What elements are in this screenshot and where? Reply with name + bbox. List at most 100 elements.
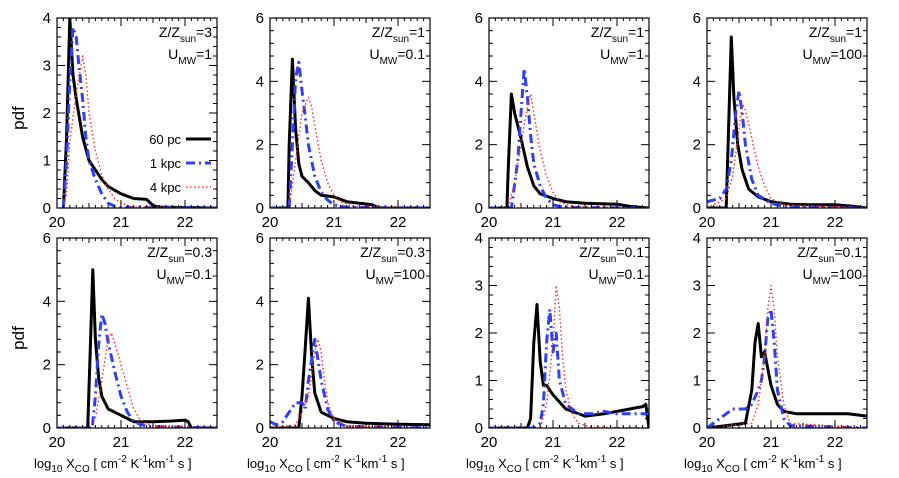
panel-annotation-radiation-part: U — [600, 46, 610, 62]
panel-annotation-metallicity-part: Z/Z — [579, 244, 600, 260]
y-axis-label-bottom: pdf — [9, 326, 28, 350]
panel-annotation-radiation-part: U — [803, 46, 813, 62]
x-tick-label: 21 — [326, 434, 343, 451]
y-tick-label: 0 — [693, 200, 701, 217]
panel-annotation-radiation: UMW=0.1 — [369, 46, 425, 67]
x-tick-label: 21 — [326, 214, 343, 231]
x-tick-label: 22 — [177, 214, 194, 231]
x-axis-label-part: CO — [725, 464, 740, 475]
x-axis-label-part: km — [798, 456, 815, 471]
panel-annotation-radiation-part: U — [803, 266, 813, 282]
y-tick-label: 0 — [475, 420, 483, 437]
y-tick-label: 4 — [693, 230, 701, 247]
legend: 60 pc 1 kpc 4 kpc — [149, 132, 211, 195]
x-tick-label: 20 — [699, 434, 716, 451]
x-tick-label: 20 — [49, 434, 66, 451]
x-axis-label: log10 XCO [ cm-2 K-1km-1 s ] — [34, 454, 192, 475]
x-axis-label-part: [ cm — [303, 456, 331, 471]
legend-label: 1 kpc — [150, 156, 182, 171]
x-axis-label-part: 10 — [51, 464, 63, 475]
panel-annotation-metallicity: Z/Zsun=0.3 — [147, 244, 212, 265]
series-line-4-kpc — [57, 332, 217, 428]
series-line-60-pc — [489, 92, 649, 208]
x-axis-label-part: km — [361, 456, 378, 471]
panel-annotation-metallicity-part: =0.3 — [184, 244, 212, 260]
panel-annotation-radiation-part: U — [366, 266, 376, 282]
x-tick-label: 21 — [763, 214, 780, 231]
y-tick-label: 2 — [693, 325, 701, 342]
x-axis-label: log10 XCO [ cm-2 K-1km-1 s ] — [247, 454, 405, 475]
series-line-60-pc — [707, 322, 867, 428]
series-line-60-pc — [489, 303, 649, 428]
panel-annotation-radiation-part: =1 — [196, 46, 212, 62]
y-tick-label: 4 — [43, 293, 51, 310]
plot-frame — [488, 17, 650, 209]
y-tick-label: 0 — [256, 200, 264, 217]
x-tick-label: 22 — [609, 434, 626, 451]
panel-annotation-radiation-part: =1 — [628, 46, 644, 62]
y-tick-label: 4 — [256, 293, 264, 310]
y-tick-label: 6 — [693, 10, 701, 27]
x-tick-label: 20 — [262, 434, 279, 451]
panel-annotation-metallicity-part: sun — [381, 254, 397, 265]
series-line-1-kpc — [270, 337, 430, 428]
y-tick-label: 2 — [693, 137, 701, 154]
series-line-4-kpc — [489, 93, 649, 208]
panel-annotation-radiation-part: U — [168, 46, 178, 62]
panel-annotation-metallicity-part: Z/Z — [372, 24, 393, 40]
panel-annotation-metallicity: Z/Zsun=1 — [591, 24, 644, 45]
y-tick-label: 4 — [475, 230, 483, 247]
x-tick-label: 22 — [390, 214, 407, 231]
y-tick-label: 6 — [256, 230, 264, 247]
x-axis-label-part: -1 — [139, 454, 148, 465]
y-tick-label: 2 — [475, 137, 483, 154]
panel-annotation-metallicity: Z/Zsun=0.3 — [360, 244, 425, 265]
plot-frame — [269, 17, 431, 209]
series-line-1-kpc — [707, 89, 867, 208]
x-tick-label: 21 — [113, 214, 130, 231]
panel-annotation-metallicity-part: =1 — [628, 24, 644, 40]
x-axis-label-part: km — [148, 456, 165, 471]
panel-annotation-metallicity-part: =3 — [196, 24, 212, 40]
panel-annotation-radiation-part: MW — [813, 56, 831, 67]
series-line-4-kpc — [707, 284, 867, 428]
panel-annotation-metallicity: Z/Zsun=0.1 — [797, 244, 862, 265]
panel-annotation-radiation-part: U — [156, 266, 166, 282]
series-line-1-kpc — [61, 26, 217, 208]
x-axis-label-part: CO — [75, 464, 90, 475]
y-tick-label: 2 — [43, 105, 51, 122]
x-axis-label-part: K — [559, 456, 572, 471]
x-axis-label-part: -2 — [118, 454, 127, 465]
panel-annotation-metallicity-part: Z/Z — [147, 244, 168, 260]
x-tick-label: 20 — [699, 214, 716, 231]
panel-annotation-metallicity-part: Z/Z — [159, 24, 180, 40]
panel-annotation-radiation-part: =0.1 — [397, 46, 425, 62]
y-tick-label: 4 — [256, 73, 264, 90]
x-tick-label: 20 — [49, 214, 66, 231]
panel-annotation-metallicity-part: Z/Z — [809, 24, 830, 40]
x-axis-label-part: km — [580, 456, 597, 471]
x-axis-label-part: [ cm — [740, 456, 768, 471]
y-tick-label: 0 — [475, 200, 483, 217]
y-tick-label: 4 — [475, 73, 483, 90]
x-axis-label: log10 XCO [ cm-2 K-1km-1 s ] — [684, 454, 842, 475]
x-axis-label-part: -1 — [378, 454, 387, 465]
legend-label: 4 kpc — [150, 180, 182, 195]
series-line-60-pc — [61, 18, 217, 208]
panel-annotation-metallicity-part: Z/Z — [360, 244, 381, 260]
panel-annotation-metallicity-part: Z/Z — [591, 24, 612, 40]
panel-annotation-metallicity-part: sun — [600, 254, 616, 265]
panel-annotation-radiation: UMW=100 — [803, 46, 863, 67]
legend-label: 60 pc — [149, 132, 181, 147]
panel-annotation-metallicity-part: sun — [168, 254, 184, 265]
y-tick-label: 0 — [43, 200, 51, 217]
x-axis-label-part: CO — [507, 464, 522, 475]
x-axis-label-part: log — [247, 456, 264, 471]
x-tick-label: 20 — [481, 434, 498, 451]
panel-annotation-metallicity: Z/Zsun=1 — [372, 24, 425, 45]
series-line-1-kpc — [707, 307, 867, 428]
panel-annotation-metallicity-part: sun — [818, 254, 834, 265]
